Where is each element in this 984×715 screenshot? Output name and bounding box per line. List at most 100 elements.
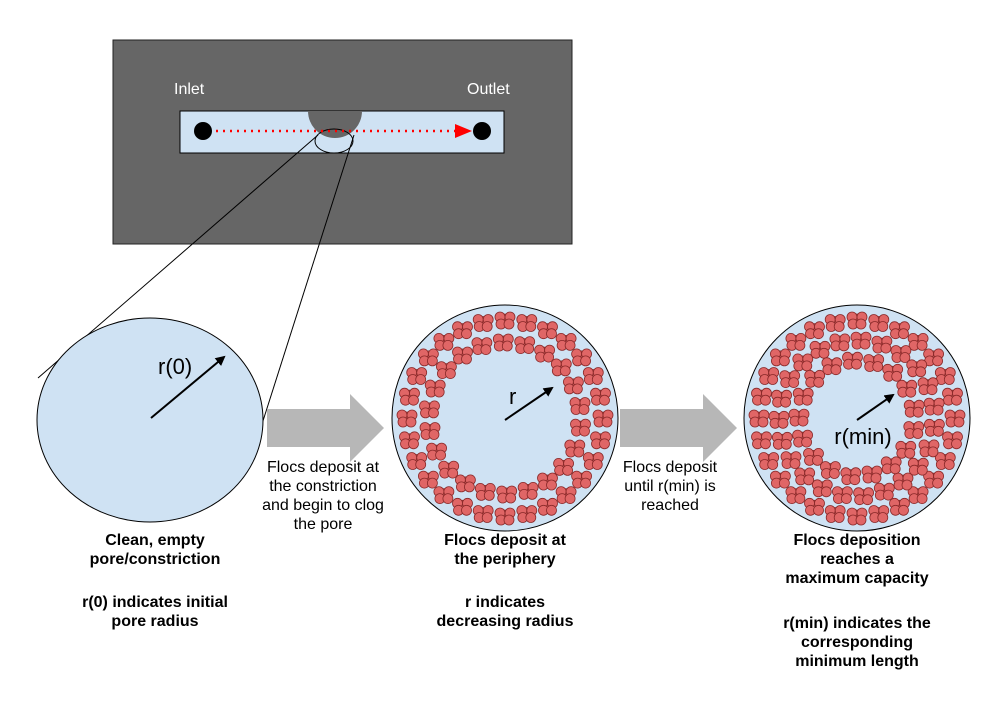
floc-particle	[578, 404, 590, 415]
floc-particle	[797, 415, 809, 427]
stage1-caption-line1: Clean, empty	[105, 532, 205, 549]
transition1-line3: and begin to clog	[262, 497, 384, 514]
zoom-line-right	[261, 134, 355, 425]
floc-particle	[870, 472, 882, 484]
floc-particle	[862, 494, 873, 506]
stage3-caption-line1: Flocs deposition	[793, 532, 921, 549]
floc-particle	[779, 477, 790, 489]
stage3-caption-line2: reaches a	[820, 551, 894, 568]
floc-particle	[599, 394, 610, 406]
floc-particle	[898, 328, 909, 340]
floc-particle	[882, 489, 894, 501]
radius-arrow-r	[504, 386, 554, 421]
floc-particle	[915, 366, 927, 378]
inlet-port	[194, 122, 212, 140]
floc-particle	[833, 321, 845, 332]
floc-particle	[757, 416, 769, 428]
floc-particle	[426, 477, 438, 489]
outlet-port	[473, 122, 491, 140]
floc-particle	[543, 351, 554, 363]
floc-particle	[601, 416, 613, 428]
transition1-text: Flocs deposit at the constriction and be…	[248, 458, 398, 534]
floc-particle	[559, 365, 571, 377]
stage2-note: r indicates decreasing radius	[405, 593, 605, 631]
floc-particle	[933, 425, 944, 437]
floc-particle	[803, 474, 815, 486]
outlet-label: Outlet	[467, 81, 510, 98]
floc-particle	[564, 339, 576, 351]
floc-particle	[912, 428, 924, 439]
floc-particle	[503, 514, 515, 526]
floc-particle	[435, 449, 447, 461]
floc-particle	[501, 340, 513, 352]
floc-particle	[780, 396, 791, 408]
transition1-line2: the constriction	[269, 478, 377, 495]
floc-particle	[481, 321, 493, 332]
floc-particle	[932, 355, 943, 367]
floc-particle	[833, 512, 845, 523]
floc-particle	[580, 355, 591, 367]
floc-particle	[481, 512, 493, 523]
floc-particle	[523, 343, 535, 355]
floc-particle	[447, 467, 459, 479]
floc-particle	[760, 394, 771, 406]
floc-particle	[829, 468, 840, 479]
flocs-max-capacity-layer	[748, 311, 966, 526]
floc-particle	[433, 386, 445, 398]
radius-label-r: r	[509, 384, 517, 409]
floc-particle	[525, 512, 537, 523]
floc-particle	[813, 376, 825, 388]
floc-particle	[428, 407, 439, 419]
floc-particle	[564, 493, 576, 505]
floc-particle	[483, 489, 495, 501]
floc-particle	[779, 355, 790, 367]
radius-label-r0: r(0)	[158, 354, 193, 379]
stage3-note-line3: minimum length	[795, 653, 919, 670]
floc-particle	[760, 438, 771, 450]
transition2-line2: until r(min) is	[624, 478, 716, 495]
floc-particle	[480, 344, 492, 356]
stage1-note-line2: pore radius	[111, 613, 199, 630]
stage1-note: r(0) indicates initial pore radius	[30, 593, 280, 631]
floc-particle	[813, 504, 824, 516]
floc-particle	[855, 318, 867, 330]
stage3-caption: Flocs deposition reaches a maximum capac…	[747, 531, 967, 588]
stage2-note-line1: r indicates	[464, 594, 546, 611]
floc-particle	[877, 321, 889, 332]
floc-particle	[503, 318, 515, 330]
constriction-zoom-marker	[314, 128, 354, 154]
floc-particle	[932, 404, 944, 416]
stage1-note-line1: r(0) indicates initial	[82, 594, 228, 611]
floc-particle	[943, 459, 955, 470]
floc-particle	[849, 474, 861, 486]
floc-particle	[891, 370, 903, 382]
floc-particle	[830, 364, 842, 376]
transition2-line1: Flocs deposit	[622, 459, 718, 476]
floc-particle	[801, 394, 813, 406]
stage2-caption-line1: Flocs deposit at	[444, 532, 566, 549]
floc-particle	[794, 493, 806, 505]
floc-particle	[415, 374, 427, 385]
floc-particle	[525, 321, 537, 332]
floc-particle	[855, 514, 867, 526]
floc-particle	[546, 328, 557, 340]
floc-particle	[463, 481, 475, 493]
floc-particle	[546, 504, 557, 516]
floc-particle	[905, 386, 917, 398]
floc-particle	[820, 486, 832, 498]
floc-particle	[546, 479, 557, 491]
floc-particle	[901, 479, 913, 491]
stage1-caption: Clean, empty pore/constriction	[30, 531, 280, 569]
floc-particle	[428, 429, 440, 440]
floc-particle	[408, 438, 419, 450]
floc-particle	[442, 493, 454, 505]
floc-particle	[442, 339, 454, 351]
floc-particle	[904, 447, 916, 459]
floc-particle	[789, 458, 801, 470]
clean-pore-circle	[36, 317, 264, 523]
stage3-note-line2: corresponding	[800, 634, 913, 651]
inlet-label: Inlet	[174, 81, 205, 98]
floc-particle	[461, 504, 472, 516]
floc-particle	[780, 438, 792, 450]
floc-particle	[788, 377, 800, 389]
